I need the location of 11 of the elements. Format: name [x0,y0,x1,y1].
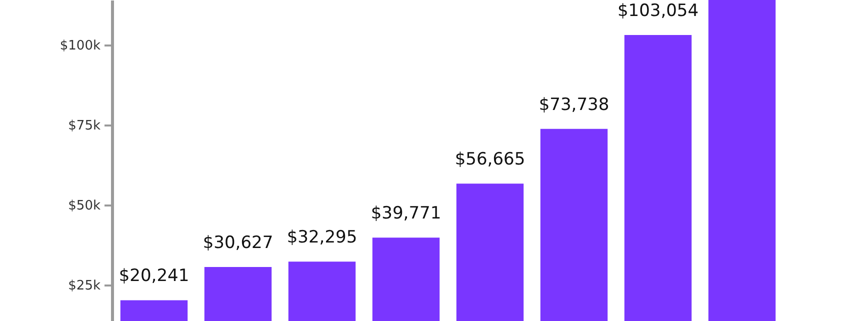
y-tick-label: $75k [68,118,101,134]
y-tick-label: $50k [68,198,101,214]
data-label: $73,738 [538,94,610,115]
data-label: $30,627 [202,232,274,253]
data-label: $20,241 [118,266,190,286]
data-label: $39,771 [370,204,442,224]
data-label: $32,295 [286,228,358,248]
y-tick-label: $100k [60,38,101,54]
y-tick-label: $25k [68,278,101,294]
data-label: $56,665 [454,150,526,170]
data-label: $103,054 [617,1,699,22]
